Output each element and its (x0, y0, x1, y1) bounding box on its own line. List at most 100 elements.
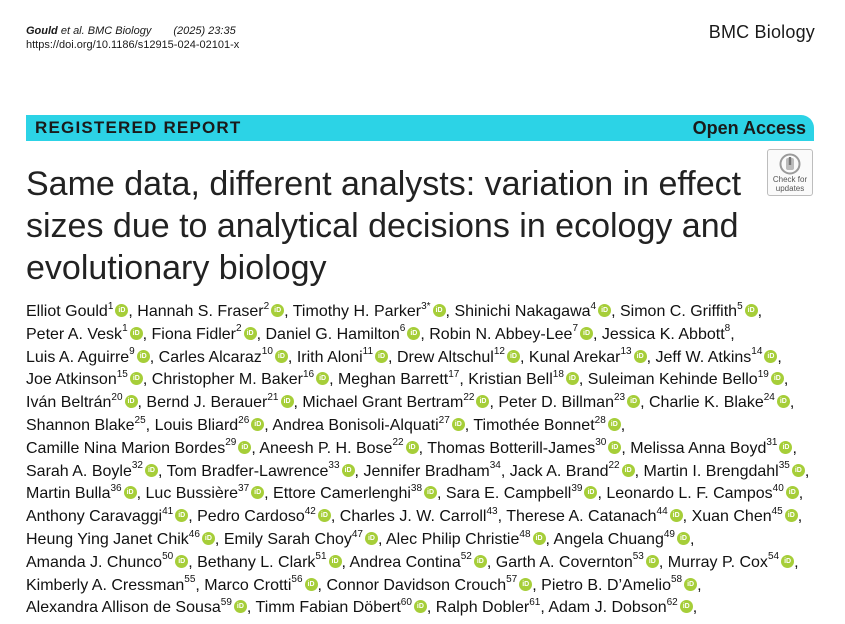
author-name[interactable]: Anthony Caravaggi (26, 508, 163, 526)
orcid-icon[interactable] (633, 349, 647, 363)
orcid-icon[interactable] (784, 509, 798, 523)
orcid-icon[interactable] (375, 349, 389, 363)
orcid-icon[interactable] (607, 417, 621, 431)
author-name[interactable]: Garth A. Covernton (495, 553, 633, 571)
affiliation-marker[interactable]: 35 (778, 460, 790, 472)
affiliation-marker[interactable]: 28 (594, 414, 606, 426)
affiliation-marker[interactable]: 10 (261, 346, 273, 358)
author-name[interactable]: Martin I. Brengdahl (643, 462, 779, 480)
affiliation-marker[interactable]: 1 (122, 323, 128, 335)
affiliation-marker[interactable]: 16 (302, 369, 315, 381)
author-name[interactable]: Andrea Bonisoli-Alquati (272, 416, 439, 434)
affiliation-marker[interactable]: 41 (162, 505, 174, 517)
orcid-icon[interactable] (473, 554, 487, 568)
author-name[interactable]: Carles Alcaraz (158, 348, 262, 366)
orcid-icon[interactable] (341, 463, 355, 477)
orcid-icon[interactable] (243, 326, 257, 340)
orcid-icon[interactable] (201, 531, 215, 545)
author-name[interactable]: Xuan Chen (691, 508, 772, 526)
affiliation-marker[interactable]: 57 (506, 574, 518, 586)
author-name[interactable]: Ettore Camerlenghi (273, 485, 411, 503)
affiliation-marker[interactable]: 11 (362, 346, 374, 358)
author-name[interactable]: Sarah A. Boyle (26, 462, 132, 480)
orcid-icon[interactable] (129, 372, 143, 386)
author-name[interactable]: Camille Nina Marion Bordes (26, 439, 226, 457)
orcid-icon[interactable] (407, 326, 421, 340)
affiliation-marker[interactable]: 1 (107, 300, 114, 312)
author-name[interactable]: Pietro B. D’Amelio (541, 576, 671, 594)
affiliation-marker[interactable]: 2 (236, 323, 242, 335)
affiliation-marker[interactable]: 46 (188, 528, 200, 540)
affiliation-marker[interactable]: 47 (351, 528, 363, 540)
author-name[interactable]: Jessica K. Abbott (601, 325, 725, 343)
author-name[interactable]: Irith Aloni (296, 348, 363, 366)
affiliation-marker[interactable]: 22 (608, 460, 620, 472)
affiliation-marker[interactable]: 51 (315, 551, 327, 563)
orcid-icon[interactable] (175, 554, 189, 568)
author-name[interactable]: Louis Bliard (154, 416, 239, 434)
affiliation-marker[interactable]: 5 (737, 300, 743, 312)
orcid-icon[interactable] (519, 577, 533, 591)
orcid-icon[interactable] (584, 486, 598, 500)
affiliation-marker[interactable]: 31 (766, 437, 778, 449)
author-name[interactable]: Leonardo L. F. Campos (606, 485, 773, 503)
affiliation-marker[interactable]: 39 (571, 483, 583, 495)
affiliation-marker[interactable]: 18 (552, 369, 564, 381)
orcid-icon[interactable] (144, 463, 158, 477)
affiliation-marker[interactable]: 19 (757, 369, 769, 381)
affiliation-marker[interactable]: 22 (463, 391, 475, 403)
author-name[interactable]: Andrea Contina (349, 553, 461, 571)
orcid-icon[interactable] (770, 372, 784, 386)
affiliation-marker[interactable]: 8 (724, 323, 731, 335)
affiliation-marker[interactable]: 44 (656, 505, 668, 517)
affiliation-marker[interactable]: 13 (620, 346, 632, 358)
affiliation-marker[interactable]: 25 (134, 414, 146, 426)
affiliation-marker[interactable]: 36 (110, 483, 122, 495)
affiliation-marker[interactable]: 49 (663, 528, 675, 540)
affiliation-marker[interactable]: 45 (771, 505, 783, 517)
orcid-icon[interactable] (676, 531, 690, 545)
affiliation-marker[interactable]: 20 (111, 391, 123, 403)
affiliation-marker[interactable]: 43 (486, 505, 498, 517)
author-name[interactable]: Aneesh P. H. Bose (259, 439, 393, 457)
affiliation-marker[interactable]: 30 (595, 437, 607, 449)
author-name[interactable]: Luc Bussière (145, 485, 239, 503)
affiliation-marker[interactable]: 29 (225, 437, 237, 449)
orcid-icon[interactable] (764, 349, 778, 363)
orcid-icon[interactable] (669, 509, 683, 523)
author-name[interactable]: Simon C. Griffith (619, 303, 738, 320)
affiliation-marker[interactable]: 37 (238, 483, 250, 495)
affiliation-marker[interactable]: 33 (328, 460, 340, 472)
affiliation-marker[interactable]: 14 (751, 346, 763, 358)
author-name[interactable]: Adam J. Dobson (548, 599, 667, 617)
orcid-icon[interactable] (238, 440, 252, 454)
author-name[interactable]: Iván Beltrán (26, 394, 112, 412)
orcid-icon[interactable] (251, 486, 265, 500)
author-name[interactable]: Robin N. Abbey-Lee (429, 325, 573, 343)
doi-link[interactable]: https://doi.org/10.1186/s12915-024-02101… (26, 39, 240, 51)
author-name[interactable]: Luis A. Aguirre (26, 348, 130, 366)
author-name[interactable]: Christopher M. Baker (151, 371, 303, 389)
author-name[interactable]: Shannon Blake (26, 416, 135, 434)
author-name[interactable]: Michael Grant Bertram (302, 394, 464, 412)
orcid-icon[interactable] (364, 531, 378, 545)
author-name[interactable]: Meghan Barrett (337, 371, 449, 389)
author-name[interactable]: Timothée Bonnet (473, 416, 595, 434)
orcid-icon[interactable] (304, 577, 318, 591)
orcid-icon[interactable] (598, 304, 612, 317)
affiliation-marker[interactable]: 34 (489, 460, 501, 472)
author-name[interactable]: Martin Bulla (26, 485, 111, 503)
affiliation-marker[interactable]: 3* (421, 300, 431, 312)
affiliation-marker[interactable]: 52 (460, 551, 472, 563)
affiliation-marker[interactable]: 12 (493, 346, 505, 358)
author-name[interactable]: Ralph Dobler (435, 599, 530, 617)
affiliation-marker[interactable]: 23 (613, 391, 626, 403)
author-name[interactable]: Jennifer Bradham (363, 462, 490, 480)
author-name[interactable]: Heung Ying Janet Chik (26, 530, 189, 548)
orcid-icon[interactable] (627, 395, 641, 409)
affiliation-marker[interactable]: 42 (304, 505, 316, 517)
affiliation-marker[interactable]: 38 (410, 483, 423, 495)
author-name[interactable]: Elliot Gould (26, 303, 108, 320)
author-name[interactable]: Fiona Fidler (151, 325, 237, 343)
affiliation-marker[interactable]: 27 (438, 414, 450, 426)
